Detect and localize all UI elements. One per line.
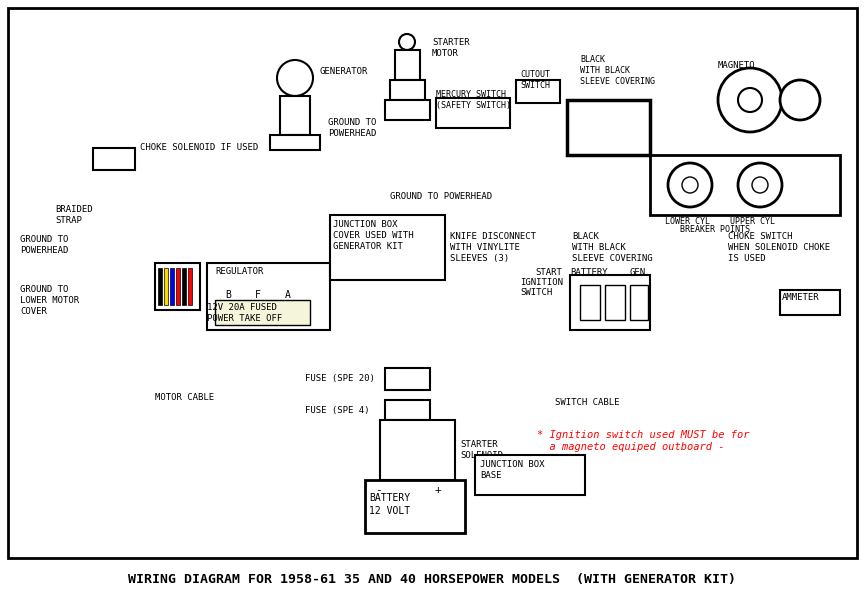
Text: GROUND TO POWERHEAD: GROUND TO POWERHEAD — [390, 192, 492, 201]
Text: MOTOR CABLE: MOTOR CABLE — [155, 393, 215, 402]
Bar — [570, 275, 650, 330]
Text: GENERATOR: GENERATOR — [320, 68, 368, 77]
Text: WIRING DIAGRAM FOR 1958-61 35 AND 40 HORSEPOWER MODELS  (WITH GENERATOR KIT): WIRING DIAGRAM FOR 1958-61 35 AND 40 HOR… — [128, 573, 736, 587]
Text: GROUND TO
POWERHEAD: GROUND TO POWERHEAD — [20, 235, 68, 255]
Text: CHOKE SWITCH
WHEN SOLENOID CHOKE
IS USED: CHOKE SWITCH WHEN SOLENOID CHOKE IS USED — [728, 232, 830, 263]
Text: MERCURY SWITCH
(SAFETY SWITCH): MERCURY SWITCH (SAFETY SWITCH) — [436, 90, 511, 110]
Bar — [170, 268, 174, 305]
Text: CHOKE SOLENOID IF USED: CHOKE SOLENOID IF USED — [140, 142, 259, 151]
Text: AMMETER: AMMETER — [782, 292, 820, 302]
Text: B: B — [225, 290, 231, 300]
Text: BATTERY: BATTERY — [369, 493, 411, 503]
Bar — [390, 80, 425, 100]
Bar — [436, 98, 510, 128]
Circle shape — [668, 163, 712, 207]
Text: * Ignition switch used MUST be for
  a magneto equiped outboard -: * Ignition switch used MUST be for a mag… — [537, 430, 749, 452]
Bar — [567, 100, 650, 155]
Bar — [580, 285, 600, 320]
Text: START: START — [535, 268, 562, 277]
Text: BRAIDED
STRAP: BRAIDED STRAP — [55, 205, 93, 225]
Bar — [385, 368, 430, 390]
Bar — [380, 420, 455, 480]
Text: JUNCTION BOX
COVER USED WITH
GENERATOR KIT: JUNCTION BOX COVER USED WITH GENERATOR K… — [333, 220, 413, 251]
Bar — [605, 285, 625, 320]
Text: SWITCH: SWITCH — [520, 288, 552, 297]
Text: GROUND TO
LOWER MOTOR
COVER: GROUND TO LOWER MOTOR COVER — [20, 285, 79, 316]
Circle shape — [682, 177, 698, 193]
Text: 12 VOLT: 12 VOLT — [369, 506, 411, 516]
Text: BLACK
WITH BLACK
SLEEVE COVERING: BLACK WITH BLACK SLEEVE COVERING — [572, 232, 652, 263]
Bar — [650, 155, 840, 215]
Circle shape — [399, 34, 415, 50]
Bar — [630, 285, 648, 320]
Circle shape — [780, 80, 820, 120]
Bar — [188, 268, 192, 305]
Text: +: + — [435, 485, 442, 495]
Bar — [93, 148, 135, 170]
Text: BLACK
WITH BLACK
SLEEVE COVERING: BLACK WITH BLACK SLEEVE COVERING — [580, 55, 655, 86]
Text: -: - — [375, 485, 381, 495]
Bar — [395, 50, 420, 80]
Bar — [280, 96, 310, 135]
Bar — [155, 263, 200, 310]
Text: FUSE (SPE 20): FUSE (SPE 20) — [305, 373, 375, 382]
Bar — [516, 80, 560, 103]
Circle shape — [752, 177, 768, 193]
Text: BATTERY: BATTERY — [570, 268, 607, 277]
Bar — [158, 268, 162, 305]
Text: REGULATOR: REGULATOR — [215, 267, 263, 276]
Text: CABLE
CONNECTOR
PLUG: CABLE CONNECTOR PLUG — [205, 270, 253, 302]
Bar — [385, 100, 430, 120]
Text: F: F — [255, 290, 261, 300]
Bar — [182, 268, 186, 305]
Text: A: A — [285, 290, 291, 300]
Text: CUTOUT
SWITCH: CUTOUT SWITCH — [520, 70, 550, 90]
Circle shape — [738, 163, 782, 207]
Circle shape — [738, 88, 762, 112]
Text: GEN: GEN — [630, 268, 646, 277]
Circle shape — [277, 60, 313, 96]
Text: SWITCH CABLE: SWITCH CABLE — [555, 398, 619, 407]
Bar — [475, 455, 585, 495]
Bar — [270, 135, 320, 150]
Text: STARTER
SOLENOID: STARTER SOLENOID — [460, 440, 503, 460]
Bar — [330, 215, 445, 280]
Circle shape — [718, 68, 782, 132]
Text: JUNCTION BOX
BASE: JUNCTION BOX BASE — [480, 460, 544, 480]
Bar — [780, 290, 840, 315]
Bar — [164, 268, 168, 305]
Text: KNIFE DISCONNECT
WITH VINYLITE
SLEEVES (3): KNIFE DISCONNECT WITH VINYLITE SLEEVES (… — [450, 232, 536, 263]
Text: BREAKER POINTS: BREAKER POINTS — [680, 225, 750, 234]
Text: IGNITION: IGNITION — [520, 278, 563, 287]
Bar — [215, 300, 310, 325]
Text: LOWER CYL    UPPER CYL: LOWER CYL UPPER CYL — [665, 217, 775, 226]
Text: MAGNETO: MAGNETO — [718, 60, 756, 69]
Text: 12V 20A FUSED
POWER TAKE OFF: 12V 20A FUSED POWER TAKE OFF — [207, 303, 282, 323]
Bar — [385, 400, 430, 420]
Text: FUSE (SPE 4): FUSE (SPE 4) — [305, 405, 369, 414]
Bar — [365, 480, 465, 533]
Bar — [176, 268, 180, 305]
Text: STARTER
MOTOR: STARTER MOTOR — [432, 38, 470, 58]
Bar — [207, 263, 330, 330]
Text: GROUND TO
POWERHEAD: GROUND TO POWERHEAD — [328, 118, 376, 138]
